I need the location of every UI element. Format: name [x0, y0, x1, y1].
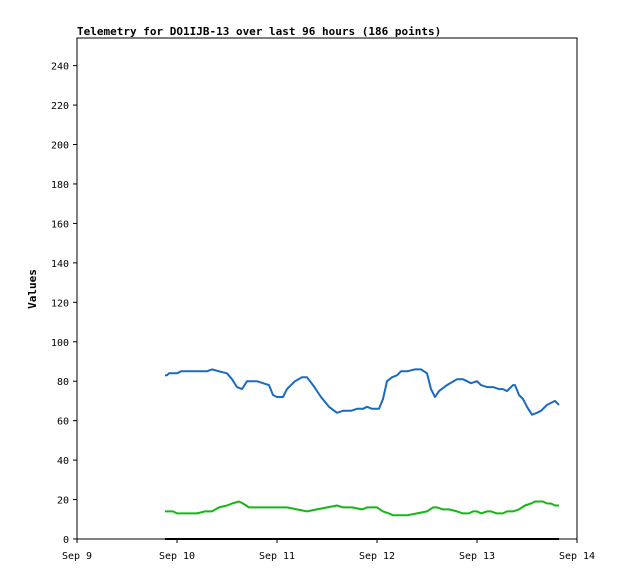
x-tick-label: Sep 13	[459, 551, 495, 562]
x-tick-label: Sep 10	[159, 551, 195, 562]
y-tick-label: 120	[51, 298, 69, 309]
x-tick-label: Sep 9	[62, 551, 92, 562]
series-line-1	[165, 500, 559, 517]
y-tick-label: 80	[57, 377, 69, 388]
y-tick-label: 0	[63, 535, 69, 546]
y-tick-label: 140	[51, 259, 69, 270]
y-tick-label: 200	[51, 141, 69, 152]
y-tick-label: 180	[51, 180, 69, 191]
y-tick-label: 100	[51, 338, 69, 349]
y-axis-label: Values	[26, 269, 39, 309]
x-tick-label: Sep 12	[359, 551, 395, 562]
y-tick-label: 40	[57, 456, 69, 467]
x-tick-label: Sep 11	[259, 551, 295, 562]
series-line-0	[165, 368, 560, 416]
y-axis: 0 20 40 60 80 100 120 140 160 180 200 220 240	[51, 62, 77, 546]
y-tick-label: 240	[51, 62, 69, 73]
chart-title: Telemetry for DO1IJB-13 over last 96 hou…	[77, 25, 441, 38]
y-tick-label: 20	[57, 496, 69, 507]
x-axis: Sep 9 Sep 10 Sep 11 Sep 12 Sep 13 Sep 14	[62, 539, 595, 562]
y-tick-label: 160	[51, 219, 69, 230]
series-group	[165, 368, 560, 540]
y-tick-label: 220	[51, 101, 69, 112]
plot-area	[76, 37, 578, 540]
x-tick-label: Sep 14	[559, 551, 595, 562]
y-tick-label: 60	[57, 417, 69, 428]
